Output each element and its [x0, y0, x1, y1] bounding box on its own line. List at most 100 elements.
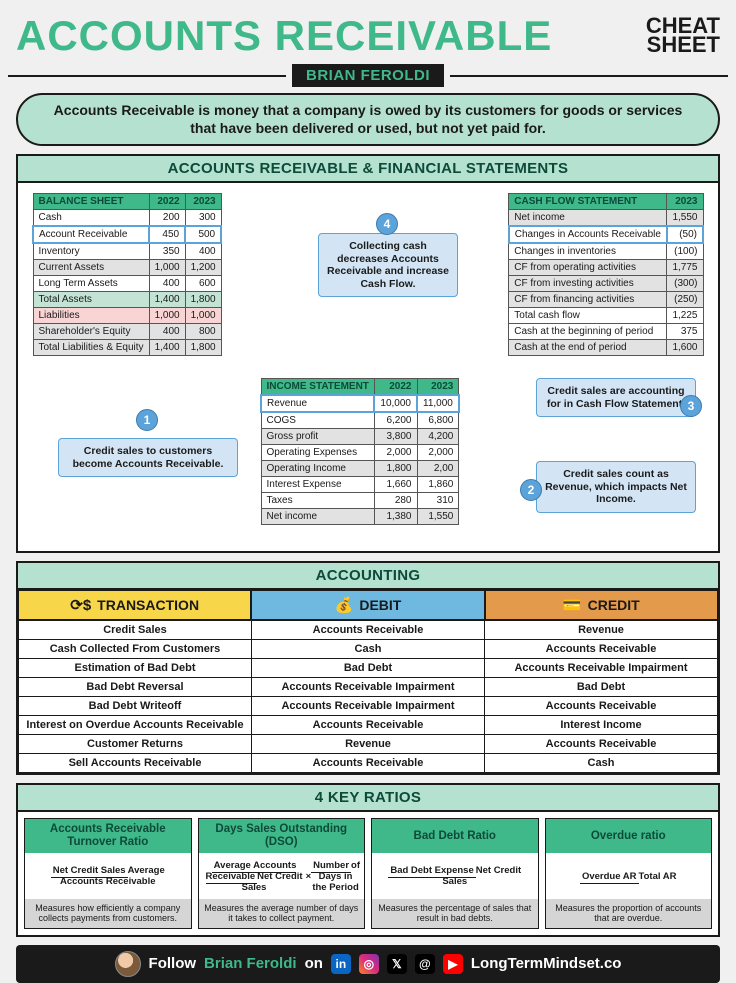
row-label: Long Term Assets: [33, 276, 149, 292]
ratio-description: Measures the average number of days it t…: [199, 899, 365, 928]
author-row: BRIAN FEROLDI: [8, 64, 728, 87]
row-value: 4,200: [417, 429, 459, 445]
threads-icon[interactable]: @: [415, 954, 435, 974]
x-icon[interactable]: 𝕏: [387, 954, 407, 974]
row-value: 1,000: [149, 260, 185, 276]
row-label: Net income: [261, 509, 374, 525]
table-row: CF from operating activities1,775: [509, 260, 703, 276]
row-value: 1,000: [149, 308, 185, 324]
row-value: 2,00: [417, 461, 459, 477]
row-value: 500: [185, 226, 221, 243]
bubble-3: 3: [680, 395, 702, 417]
table-row: Operating Income1,8002,00: [261, 461, 459, 477]
title-row: ACCOUNTS RECEIVABLE CHEAT SHEET: [8, 8, 728, 62]
ratio-title: Bad Debt Ratio: [372, 819, 538, 853]
row-value: 1,550: [417, 509, 459, 525]
row-label: Liabilities: [33, 308, 149, 324]
accounting-table: Credit SalesAccounts ReceivableRevenueCa…: [18, 620, 718, 773]
table-row: Revenue10,00011,000: [261, 395, 459, 412]
table-header: 2023: [417, 379, 459, 396]
definition-pill: Accounts Receivable is money that a comp…: [16, 93, 720, 146]
table-header: 2022: [374, 379, 417, 396]
row-label: Account Receivable: [33, 226, 149, 243]
row-label: Changes in Accounts Receivable: [509, 226, 667, 243]
accounting-cell: Estimation of Bad Debt: [19, 659, 252, 678]
row-value: (100): [667, 243, 703, 260]
ratio-description: Measures the percentage of sales that re…: [372, 899, 538, 928]
author-name: Brian Feroldi: [204, 955, 297, 972]
accounting-cell: Accounts Receivable Impairment: [485, 659, 718, 678]
row-value: 1,800: [185, 340, 221, 356]
transaction-icon: ⟳$: [70, 596, 91, 614]
row-label: Revenue: [261, 395, 374, 412]
accounting-cell: Bad Debt: [485, 678, 718, 697]
ratio-card: Bad Debt RatioBad Debt ExpenseNet Credit…: [371, 818, 539, 929]
row-value: 1,380: [374, 509, 417, 525]
bubble-2: 2: [520, 479, 542, 501]
row-value: 1,200: [185, 260, 221, 276]
table-row: Current Assets1,0001,200: [33, 260, 221, 276]
table-row: Net income1,3801,550: [261, 509, 459, 525]
table-row: CF from investing activities(300): [509, 276, 703, 292]
accounting-cell: Accounts Receivable Impairment: [252, 697, 485, 716]
accounting-cell: Sell Accounts Receivable: [19, 754, 252, 773]
ratios-header: 4 KEY RATIOS: [18, 785, 718, 812]
table-row: Net income1,550: [509, 210, 703, 227]
table-row: Inventory350400: [33, 243, 221, 260]
accounting-cell: Accounts Receivable: [252, 716, 485, 735]
table-row: Gross profit3,8004,200: [261, 429, 459, 445]
row-value: 400: [149, 276, 185, 292]
table-row: Bad Debt ReversalAccounts Receivable Imp…: [19, 678, 718, 697]
row-value: 450: [149, 226, 185, 243]
ratio-formula: Net Credit SalesAverage Accounts Receiva…: [25, 853, 191, 899]
table-row: COGS6,2006,800: [261, 412, 459, 429]
table-row: Shareholder's Equity400800: [33, 324, 221, 340]
row-value: 1,225: [667, 308, 703, 324]
accounting-cell: Bad Debt Writeoff: [19, 697, 252, 716]
ratio-formula: Overdue ARTotal AR: [546, 853, 712, 899]
table-row: Changes in Accounts Receivable(50): [509, 226, 703, 243]
accounting-header: ACCOUNTING: [18, 563, 718, 590]
financial-statements-panel: ACCOUNTS RECEIVABLE & FINANCIAL STATEMEN…: [16, 154, 720, 553]
avatar: [115, 951, 141, 977]
cash-flow-table: CASH FLOW STATEMENT2023Net income1,550Ch…: [508, 193, 704, 356]
row-value: 3,800: [374, 429, 417, 445]
accounting-cell: Cash Collected From Customers: [19, 640, 252, 659]
ratio-title: Accounts Receivable Turnover Ratio: [25, 819, 191, 853]
debit-icon: 💰: [335, 596, 354, 614]
row-label: Operating Expenses: [261, 445, 374, 461]
linkedin-icon[interactable]: in: [331, 954, 351, 974]
youtube-icon[interactable]: ▶: [443, 954, 463, 974]
table-row: Cash Collected From CustomersCashAccount…: [19, 640, 718, 659]
row-value: 400: [149, 324, 185, 340]
table-row: Total cash flow1,225: [509, 308, 703, 324]
ratio-title: Days Sales Outstanding (DSO): [199, 819, 365, 853]
table-row: Bad Debt WriteoffAccounts Receivable Imp…: [19, 697, 718, 716]
accounting-cell: Interest Income: [485, 716, 718, 735]
instagram-icon[interactable]: ◎: [359, 954, 379, 974]
row-label: Cash: [33, 210, 149, 227]
divider-left: [8, 75, 286, 77]
row-value: 11,000: [417, 395, 459, 412]
income-statement-table: INCOME STATEMENT20222023Revenue10,00011,…: [260, 378, 460, 525]
fs-body: BALANCE SHEET20222023Cash200300Account R…: [18, 183, 718, 551]
table-header: INCOME STATEMENT: [261, 379, 374, 396]
table-row: Sell Accounts ReceivableAccounts Receiva…: [19, 754, 718, 773]
accounting-cell: Accounts Receivable: [252, 754, 485, 773]
row-label: Net income: [509, 210, 667, 227]
accounting-cell: Cash: [485, 754, 718, 773]
table-header: 2023: [185, 194, 221, 210]
ratio-denominator: Total AR: [639, 870, 677, 882]
ratios-body: Accounts Receivable Turnover RatioNet Cr…: [18, 812, 718, 935]
sheet-word: SHEET: [646, 36, 720, 55]
balance-sheet-table: BALANCE SHEET20222023Cash200300Account R…: [32, 193, 222, 356]
row-value: 1,550: [667, 210, 703, 227]
row-value: 2,000: [417, 445, 459, 461]
accounting-cell: Interest on Overdue Accounts Receivable: [19, 716, 252, 735]
table-row: Operating Expenses2,0002,000: [261, 445, 459, 461]
row-label: Total cash flow: [509, 308, 667, 324]
accounting-cell: Revenue: [252, 735, 485, 754]
divider-right: [450, 75, 728, 77]
row-label: CF from operating activities: [509, 260, 667, 276]
accounting-cell: Bad Debt Reversal: [19, 678, 252, 697]
